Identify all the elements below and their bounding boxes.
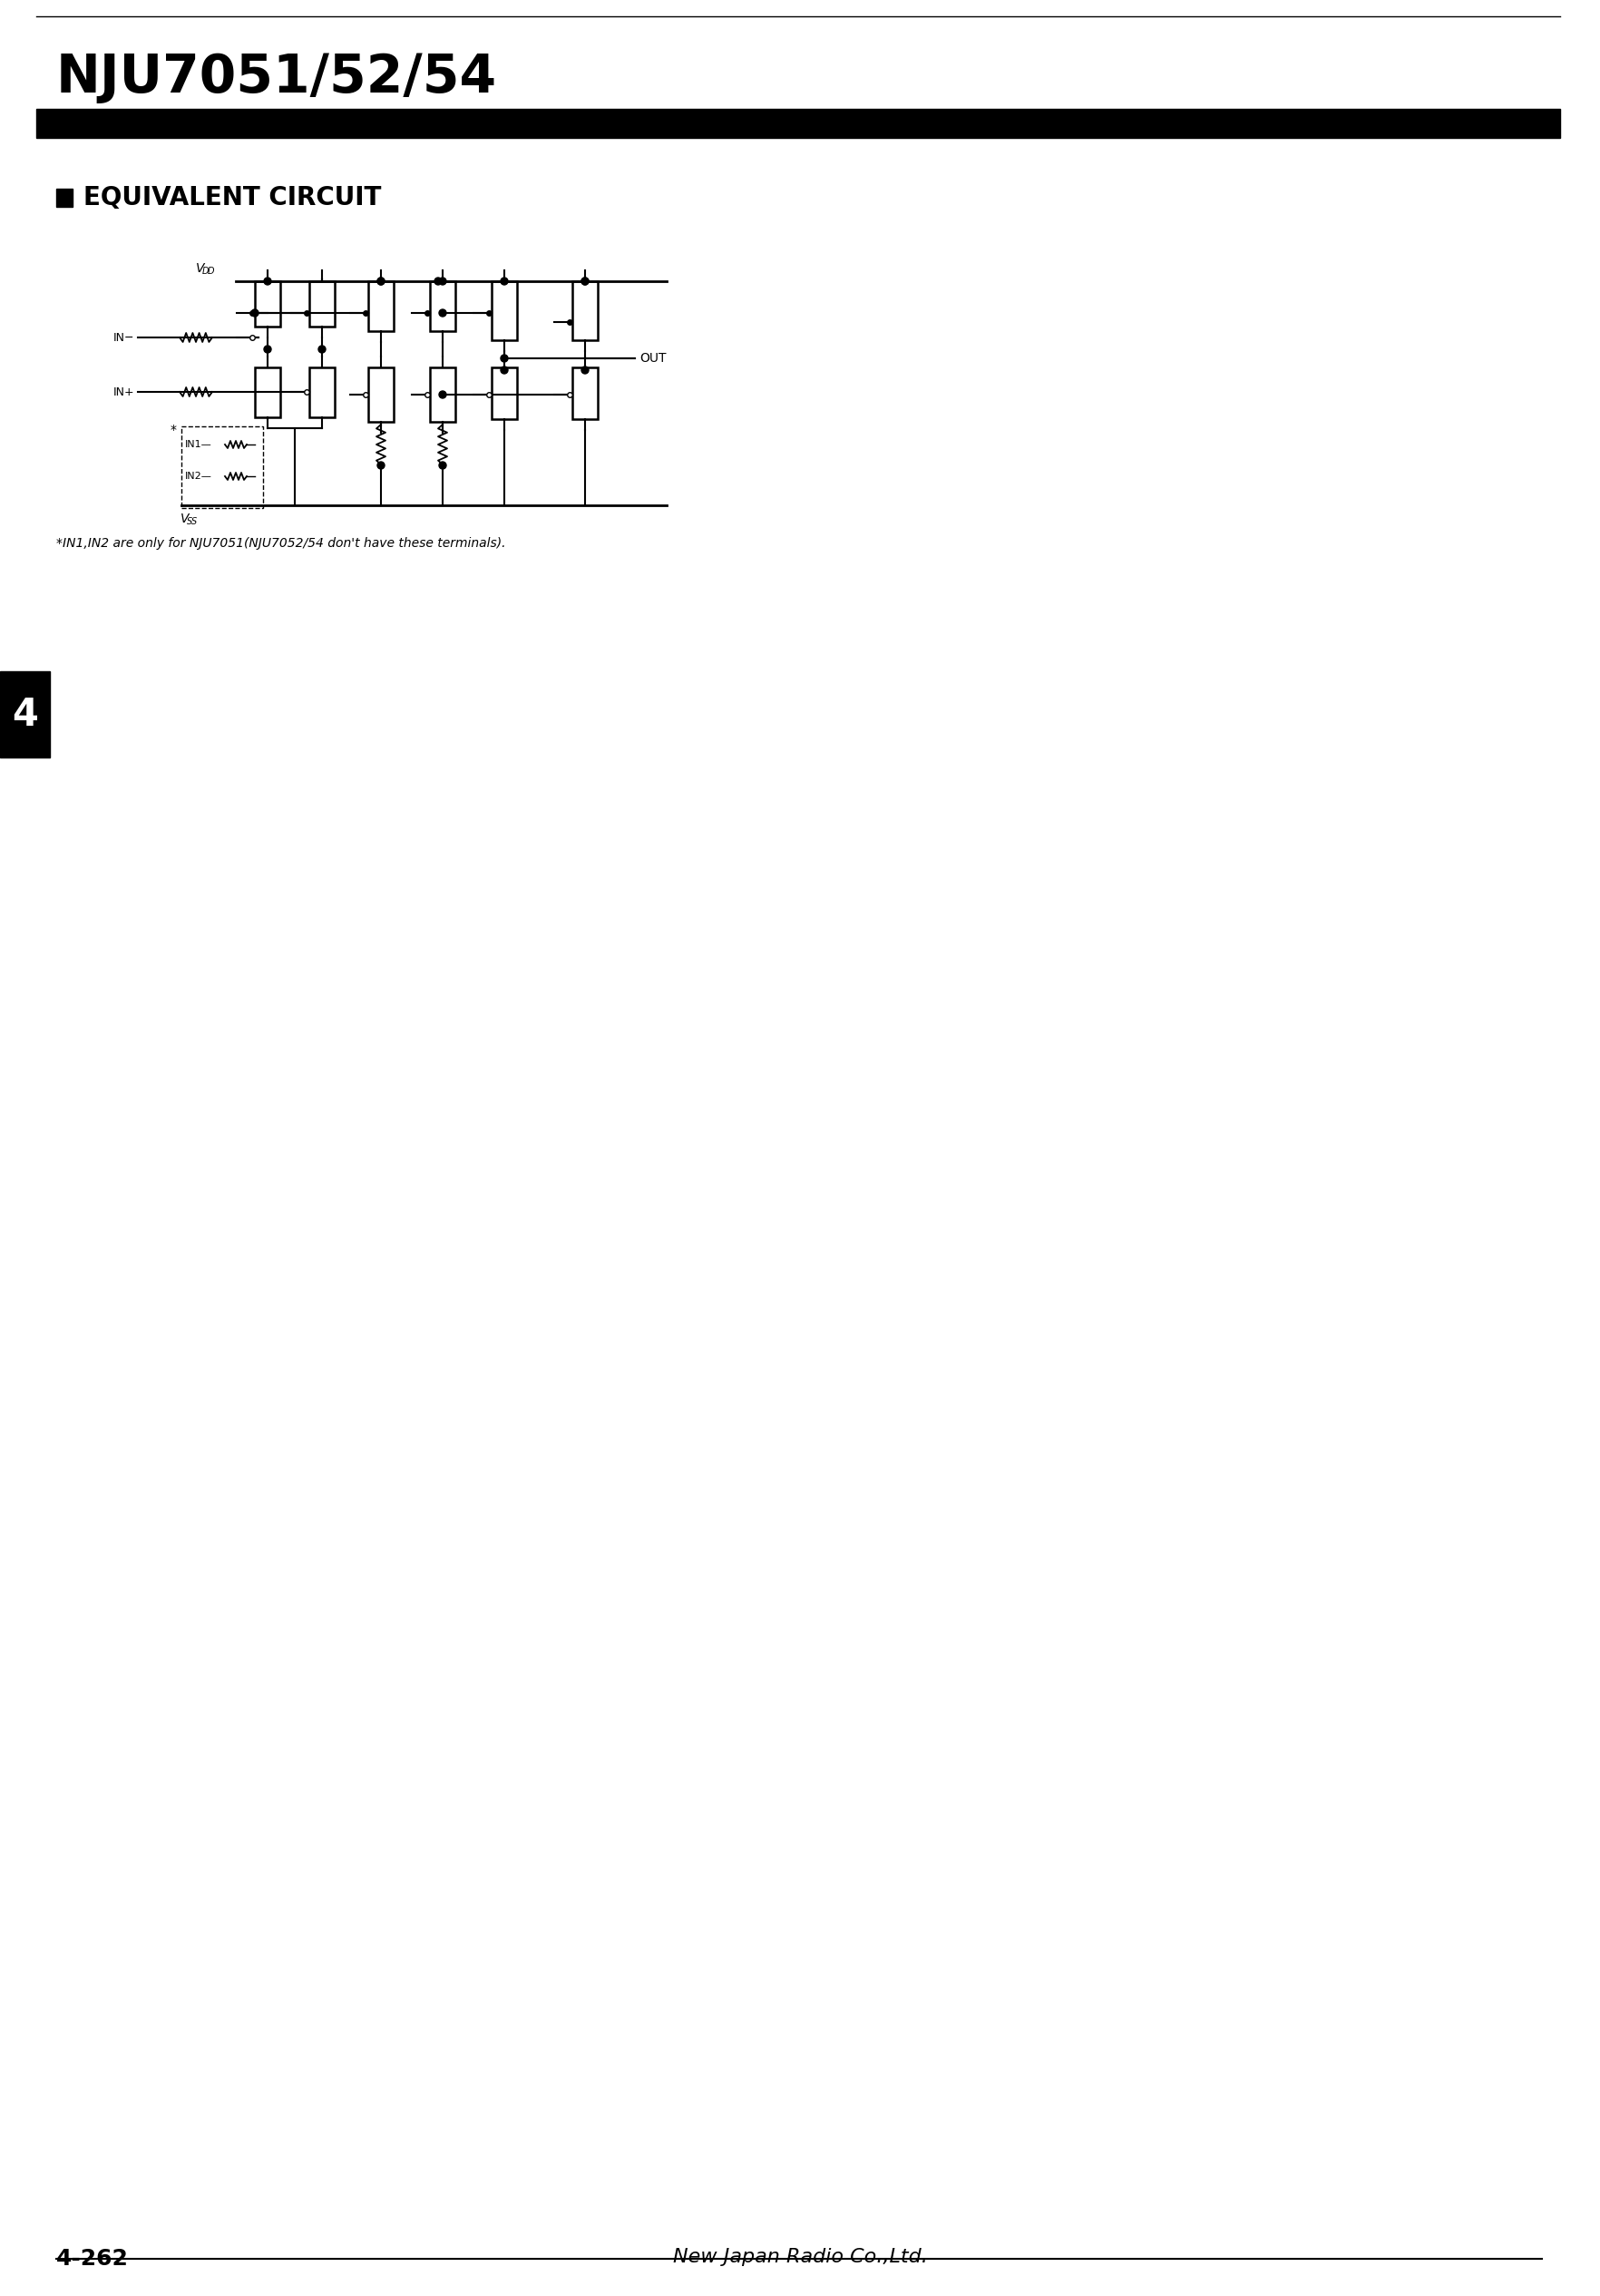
Text: New Japan Radio Co.,Ltd.: New Japan Radio Co.,Ltd.	[672, 2248, 928, 2266]
Bar	[368, 280, 394, 331]
Circle shape	[581, 278, 589, 285]
Circle shape	[264, 347, 272, 354]
Circle shape	[501, 278, 507, 285]
Text: $V_{\!D\!D}$: $V_{\!D\!D}$	[195, 262, 216, 278]
Circle shape	[438, 278, 446, 285]
Circle shape	[438, 390, 446, 397]
Circle shape	[581, 367, 589, 374]
Circle shape	[264, 278, 272, 285]
Bar	[56, 188, 72, 207]
Text: IN−: IN−	[114, 331, 134, 344]
Circle shape	[501, 367, 507, 374]
Text: IN2—: IN2—	[186, 471, 213, 480]
Circle shape	[378, 278, 384, 285]
Bar	[430, 280, 456, 331]
Bar	[309, 367, 334, 418]
Bar	[37, 108, 1560, 138]
Bar	[254, 367, 280, 418]
Bar	[181, 427, 262, 507]
Bar	[309, 280, 334, 326]
Bar	[491, 367, 517, 420]
Text: NJU7051/52/54: NJU7051/52/54	[56, 51, 498, 103]
Circle shape	[251, 310, 259, 317]
Circle shape	[501, 354, 507, 363]
Text: IN+: IN+	[114, 386, 134, 397]
Text: *: *	[171, 425, 178, 436]
Text: IN1—: IN1—	[186, 441, 213, 450]
Text: 4-262: 4-262	[56, 2248, 128, 2271]
Text: EQUIVALENT CIRCUIT: EQUIVALENT CIRCUIT	[83, 186, 381, 211]
Circle shape	[318, 347, 326, 354]
Circle shape	[435, 278, 442, 285]
Text: 4: 4	[13, 696, 38, 735]
Bar	[0, 670, 50, 758]
Text: $V_{\!S\!S}$: $V_{\!S\!S}$	[179, 512, 198, 528]
Circle shape	[438, 310, 446, 317]
Circle shape	[438, 461, 446, 468]
Circle shape	[378, 461, 384, 468]
Circle shape	[581, 278, 589, 285]
Bar	[573, 367, 598, 420]
Bar	[573, 280, 598, 340]
Bar	[368, 367, 394, 422]
Text: OUT: OUT	[640, 351, 666, 365]
Bar	[430, 367, 456, 422]
Bar	[491, 280, 517, 340]
Text: *IN1,IN2 are only for NJU7051(NJU7052/54 don't have these terminals).: *IN1,IN2 are only for NJU7051(NJU7052/54…	[56, 537, 506, 549]
Circle shape	[378, 278, 384, 285]
Bar	[254, 280, 280, 326]
